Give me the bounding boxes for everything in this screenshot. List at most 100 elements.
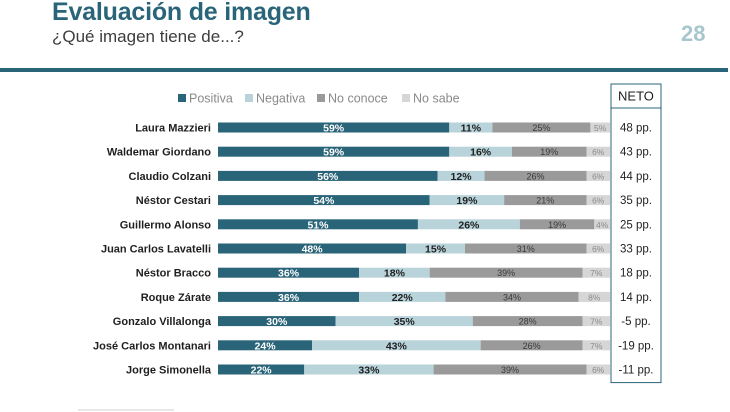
bar-positiva [218, 195, 430, 206]
data-label-positiva: 51% [307, 219, 329, 231]
bar-no_sabe [586, 364, 610, 375]
bar-negativa [312, 340, 481, 351]
bar-no_conoce [484, 170, 587, 181]
data-label-negativa: 35% [394, 316, 416, 328]
row-guillermo-alonso: Guillermo Alonso 51% 26% 19% 4% [120, 219, 610, 231]
bar-positiva [218, 340, 313, 351]
category-label: Gonzalo Villalonga [113, 316, 212, 328]
row-roque-zarate: Roque Zárate 36% 22% 34% 8% [141, 291, 610, 304]
data-label-positiva: 24% [255, 340, 277, 352]
legend-label-negativa: Negativa [256, 92, 305, 106]
neto-header-box [610, 83, 662, 109]
data-label-positiva: 54% [313, 195, 335, 207]
footer-divider [78, 409, 174, 411]
bar-no_sabe [586, 243, 610, 254]
category-label: Claudio Colzani [129, 171, 212, 183]
data-label-negativa: 12% [451, 171, 473, 183]
bar-no_conoce [472, 316, 583, 327]
neto-value: 48 pp. [620, 123, 652, 135]
bar-positiva [218, 267, 360, 278]
neto-value: 18 pp. [620, 268, 652, 280]
legend-label-positiva: Positiva [189, 92, 233, 106]
bar-no_conoce [492, 122, 591, 133]
bar-no_conoce [512, 146, 587, 157]
bar-no_conoce [519, 219, 595, 230]
data-label-positiva: 48% [302, 244, 324, 256]
legend-swatch-positiva [178, 94, 186, 102]
data-label-negativa: 11% [461, 123, 482, 135]
row-juan-carlos-lavatelli: Juan Carlos Lavatelli 48% 15% 31% 6% [101, 243, 610, 256]
data-label-no_sabe: 8% [588, 292, 601, 302]
bar-no_conoce [445, 291, 579, 302]
data-label-negativa: 43% [386, 340, 408, 352]
legend-swatch-no_sabe [402, 94, 410, 102]
data-label-positiva: 36% [278, 292, 300, 304]
bar-no_conoce [429, 267, 583, 278]
data-label-no_conoce: 26% [523, 341, 541, 351]
bar-negativa [429, 195, 505, 206]
data-label-no_sabe: 6% [592, 171, 605, 181]
data-label-negativa: 22% [392, 292, 414, 304]
neto-value: 25 pp. [620, 219, 652, 231]
data-label-no_conoce: 25% [532, 123, 550, 133]
bar-no_conoce [504, 195, 587, 206]
legend-item-positiva: Positiva [178, 92, 233, 106]
bar-positiva [218, 170, 438, 181]
data-label-no_conoce: 26% [527, 171, 545, 181]
category-label: Roque Zárate [141, 292, 211, 304]
chart-legend: Positiva Negativa No conoce No sabe [178, 92, 460, 106]
category-label: Laura Mazzieri [135, 123, 211, 135]
data-label-positiva: 59% [323, 123, 345, 135]
bar-negativa [449, 146, 512, 157]
page-title: Evaluación de imagen [52, 0, 311, 26]
data-label-negativa: 33% [358, 365, 380, 377]
legend-label-no_sabe: No sabe [413, 92, 460, 106]
data-label-negativa: 15% [425, 244, 447, 256]
legend-item-negativa: Negativa [245, 92, 305, 106]
header-divider [0, 68, 728, 72]
bar-negativa [417, 219, 520, 230]
bar-negativa [335, 316, 473, 327]
data-label-positiva: 56% [317, 171, 339, 183]
data-label-no_conoce: 19% [548, 220, 566, 230]
legend-item-no_conoce: No conoce [317, 92, 388, 106]
data-label-no_sabe: 7% [590, 268, 603, 278]
data-label-no_conoce: 39% [501, 365, 519, 375]
legend-label-no_conoce: No conoce [328, 92, 388, 106]
data-label-no_conoce: 34% [503, 292, 521, 302]
neto-value: 33 pp. [620, 244, 652, 256]
row-jose-carlos-montanari: José Carlos Montanari 24% 43% 26% 7% [93, 340, 610, 352]
bar-positiva [218, 219, 418, 230]
data-label-negativa: 19% [456, 195, 478, 207]
row-jorge-simonella: Jorge Simonella 22% 33% 39% 6% [126, 364, 610, 377]
bar-positiva [218, 243, 407, 254]
row-nestor-cestari: Néstor Cestari 54% 19% 21% 6% [136, 195, 610, 207]
data-label-no_sabe: 7% [590, 317, 603, 327]
data-label-negativa: 18% [384, 268, 406, 280]
row-gonzalo-villalonga: Gonzalo Villalonga 30% 35% 28% 7% [113, 316, 610, 328]
data-label-no_conoce: 21% [536, 196, 554, 206]
bar-no_sabe [586, 170, 610, 181]
row-claudio-colzani: Claudio Colzani 56% 12% 26% 6% [129, 170, 610, 183]
bar-positiva [218, 364, 305, 375]
neto-value: -5 pp. [621, 316, 650, 328]
data-label-no_sabe: 6% [592, 196, 605, 206]
chart-rows: Laura Mazzieri 59% 11% 25% 5% Waldemar Giorda… [93, 122, 610, 377]
category-label: Guillermo Alonso [120, 219, 212, 231]
category-label: Juan Carlos Lavatelli [101, 244, 211, 256]
row-laura-mazzieri: Laura Mazzieri 59% 11% 25% 5% [135, 122, 610, 135]
bar-negativa [437, 170, 485, 181]
category-label: Néstor Bracco [136, 268, 211, 280]
data-label-positiva: 30% [266, 316, 288, 328]
data-label-no_conoce: 31% [517, 244, 535, 254]
data-label-no_sabe: 7% [590, 341, 603, 351]
category-label: Néstor Cestari [136, 195, 211, 207]
bar-positiva [218, 122, 450, 133]
bar-negativa [359, 267, 430, 278]
neto-value: 44 pp. [620, 171, 652, 183]
bar-no_sabe [586, 195, 610, 206]
neto-value: 35 pp. [620, 195, 652, 207]
data-label-negativa: 26% [458, 219, 480, 231]
data-label-no_conoce: 39% [497, 268, 515, 278]
